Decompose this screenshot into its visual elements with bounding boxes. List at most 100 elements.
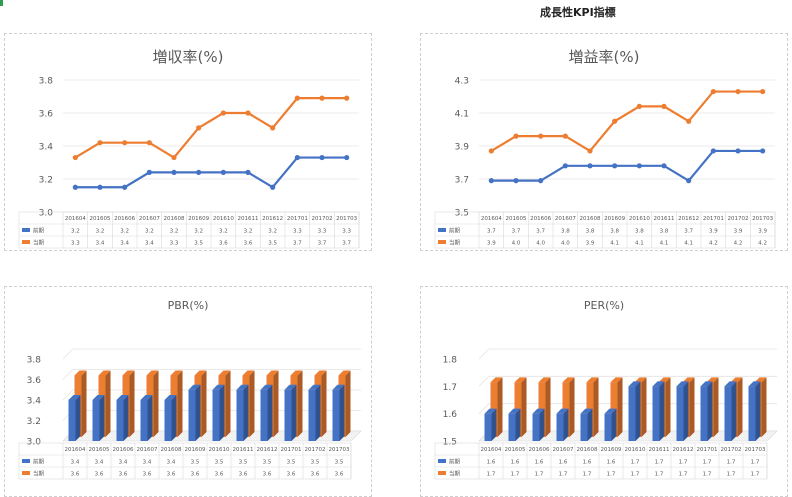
x-tick-label: 201604 bbox=[481, 447, 502, 453]
x-tick-label: 201701 bbox=[287, 216, 308, 222]
x-tick-label: 201703 bbox=[336, 216, 357, 222]
bar-top bbox=[284, 384, 297, 390]
bar-top bbox=[730, 377, 743, 383]
y-tick-label: 4.1 bbox=[455, 110, 469, 120]
data-point bbox=[488, 178, 494, 184]
bar-side bbox=[291, 384, 297, 441]
table-value: 4.2 bbox=[758, 241, 767, 247]
data-point bbox=[146, 140, 152, 146]
table-value: 3.8 bbox=[610, 229, 619, 235]
x-tick-label: 201607 bbox=[553, 447, 574, 453]
data-point bbox=[686, 178, 692, 184]
x-tick-label: 201612 bbox=[257, 447, 278, 453]
bar-top bbox=[538, 377, 551, 383]
bar bbox=[164, 400, 172, 441]
bar bbox=[508, 413, 516, 441]
bar-top bbox=[556, 408, 569, 414]
bar bbox=[92, 400, 100, 441]
bar-top bbox=[706, 377, 719, 383]
table-value: 3.6 bbox=[219, 241, 228, 247]
table-value: 1.7 bbox=[631, 472, 640, 478]
legend-key bbox=[438, 228, 446, 232]
revenue-growth-chart: 増収率(%) 3.0 3.2 3.4 3.6 3.8 201604 201605 201606 2… bbox=[18, 48, 360, 249]
table-value: 3.2 bbox=[96, 229, 105, 235]
table-value: 3.2 bbox=[120, 229, 129, 235]
bar bbox=[188, 389, 196, 441]
chart-panel-pbr: PBR(%) 3.0 3.2 3.4 3.6 3.8 201604 201605 201606 2… bbox=[4, 286, 372, 497]
bar-top bbox=[212, 384, 225, 390]
bar-side bbox=[201, 370, 207, 437]
bar-top bbox=[290, 370, 303, 376]
bar-top bbox=[604, 408, 617, 414]
table-value: 3.6 bbox=[119, 472, 128, 478]
table-value: 3.6 bbox=[244, 241, 253, 247]
y-tick-label: 3.0 bbox=[27, 438, 42, 448]
bar-side bbox=[249, 370, 255, 437]
data-point bbox=[344, 95, 350, 101]
table-value: 3.7 bbox=[342, 241, 351, 247]
table-value: 3.5 bbox=[215, 460, 224, 466]
bar-side bbox=[195, 384, 201, 441]
bar-top bbox=[170, 370, 183, 376]
x-tick-label: 201611 bbox=[654, 216, 675, 222]
table-value: 1.6 bbox=[511, 460, 520, 466]
data-point bbox=[72, 154, 78, 161]
y-tick-label: 3.7 bbox=[455, 176, 469, 186]
table-value: 1.7 bbox=[487, 472, 496, 478]
bar-side bbox=[659, 381, 665, 441]
bar-top bbox=[724, 381, 737, 387]
y-tick-label: 3.8 bbox=[39, 77, 54, 87]
table-value: 3.6 bbox=[143, 472, 152, 478]
data-point bbox=[538, 133, 544, 139]
table-value: 3.5 bbox=[311, 460, 320, 466]
x-tick-label: 201608 bbox=[164, 216, 185, 222]
bar-side bbox=[587, 408, 593, 441]
bar-side bbox=[339, 384, 345, 441]
data-point bbox=[171, 169, 177, 175]
data-point bbox=[196, 169, 202, 175]
x-tick-label: 201607 bbox=[139, 216, 160, 222]
table-value: 3.8 bbox=[660, 229, 669, 235]
x-tick-label: 201609 bbox=[185, 447, 206, 453]
x-tick-label: 201606 bbox=[114, 216, 135, 222]
table-value: 3.6 bbox=[335, 472, 344, 478]
table-value: 3.2 bbox=[268, 229, 277, 235]
bar-side bbox=[225, 370, 231, 437]
table-value: 3.7 bbox=[293, 241, 302, 247]
x-tick-label: 201606 bbox=[529, 447, 550, 453]
bar bbox=[580, 413, 588, 441]
bar-top bbox=[754, 377, 767, 383]
series-line bbox=[490, 90, 763, 153]
bar-top bbox=[514, 377, 527, 383]
x-tick-label: 201608 bbox=[161, 447, 182, 453]
bar-top bbox=[676, 381, 689, 387]
data-point bbox=[122, 184, 128, 190]
x-tick-label: 201610 bbox=[625, 447, 646, 453]
table-value: 3.3 bbox=[342, 229, 351, 235]
table-value: 3.6 bbox=[167, 472, 176, 478]
bar-top bbox=[188, 384, 201, 390]
table-value: 1.7 bbox=[655, 472, 664, 478]
table-value: 3.3 bbox=[71, 241, 80, 247]
table-value: 3.9 bbox=[758, 229, 767, 235]
data-point bbox=[661, 103, 667, 109]
bar-top bbox=[68, 395, 81, 400]
x-tick-label: 201608 bbox=[580, 216, 601, 222]
x-tick-label: 201605 bbox=[505, 447, 526, 453]
bar bbox=[652, 386, 660, 441]
bar-side bbox=[617, 377, 623, 437]
bar-side bbox=[515, 408, 521, 441]
bar-top bbox=[532, 408, 545, 414]
y-tick-label: 3.5 bbox=[455, 209, 469, 219]
bar-side bbox=[497, 377, 503, 437]
y-tick-label: 3.6 bbox=[27, 376, 42, 386]
x-tick-label: 201612 bbox=[673, 447, 694, 453]
bar-side bbox=[737, 377, 743, 437]
data-point bbox=[612, 163, 618, 169]
bar-side bbox=[171, 395, 177, 441]
bar bbox=[332, 389, 340, 441]
y-tick-label: 3.2 bbox=[39, 176, 53, 186]
data-point bbox=[636, 103, 642, 109]
data-point bbox=[538, 178, 544, 184]
